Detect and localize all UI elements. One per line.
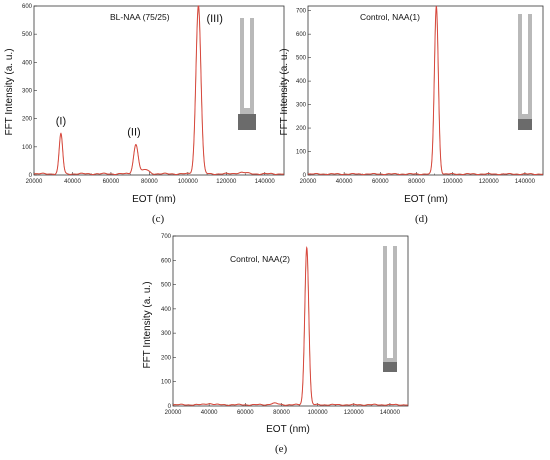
chart-panel-d: (d) Control, NAA(1) EOT (nm) FFT Intensi… [279, 5, 544, 225]
plot-frame [33, 5, 285, 176]
y-tick-label: 0 [303, 173, 307, 179]
x-tick-label: 120000 [344, 410, 365, 416]
x-axis-label: EOT (nm) [132, 194, 176, 205]
x-tick-label: 80000 [141, 179, 158, 185]
y-tick-label: 100 [22, 145, 33, 151]
plot-frame [307, 5, 544, 176]
plot-frame [172, 235, 409, 407]
panel-label: (e) [275, 443, 288, 455]
y-tick-label: 300 [22, 89, 33, 95]
pore-wall [250, 18, 254, 108]
x-tick-label: 40000 [336, 179, 353, 185]
y-tick-label: 200 [22, 117, 33, 123]
series-line [33, 5, 285, 176]
y-tick-label: 500 [22, 32, 33, 38]
y-tick-label: 500 [296, 56, 307, 62]
peak-label: (III) [206, 13, 223, 25]
y-tick-label: 0 [168, 404, 172, 410]
x-tick-label: 80000 [273, 410, 290, 416]
x-axis-label: EOT (nm) [266, 424, 310, 435]
y-axis-label: FFT Intensity (a. u.) [4, 48, 15, 135]
x-tick-label: 140000 [380, 410, 401, 416]
panel-label: (c) [152, 213, 165, 225]
series-trace-line [33, 6, 285, 175]
y-axis-label: FFT Intensity (a. u.) [142, 281, 153, 368]
x-tick-label: 80000 [408, 179, 425, 185]
x-tick-label: 100000 [178, 179, 199, 185]
y-tick-label: 400 [161, 307, 172, 313]
nanopore-icon [518, 14, 532, 130]
series-line [307, 5, 544, 176]
pore-wall [393, 246, 397, 358]
chart-annotation: BL-NAA (75/25) [110, 12, 170, 22]
pore-wall [240, 108, 254, 114]
nanopore-icon [383, 246, 397, 372]
peak-label: (II) [127, 126, 140, 138]
y-tick-label: 400 [22, 60, 33, 66]
x-tick-label: 100000 [443, 179, 464, 185]
x-tick-label: 140000 [515, 179, 536, 185]
y-tick-label: 600 [22, 4, 33, 10]
pore-wall [528, 14, 532, 114]
pore-wall [240, 18, 244, 108]
x-tick-label: 40000 [64, 179, 81, 185]
y-tick-label: 100 [161, 380, 172, 386]
x-tick-label: 60000 [237, 410, 254, 416]
x-tick-label: 20000 [165, 410, 182, 416]
y-tick-label: 200 [161, 355, 172, 361]
y-tick-label: 600 [161, 258, 172, 264]
series-trace-line [172, 248, 409, 406]
x-axis-label: EOT (nm) [404, 194, 448, 205]
chart-annotation: Control, NAA(2) [230, 254, 290, 264]
pore-wall [518, 14, 522, 114]
y-tick-label: 100 [296, 150, 307, 156]
pore-barrier [518, 119, 532, 130]
chart-panel-e: (e) Control, NAA(2) EOT (nm) FFT Intensi… [142, 234, 409, 455]
peak-label: (I) [56, 116, 66, 128]
nanopore-icon [238, 18, 256, 130]
y-tick-label: 300 [161, 331, 172, 337]
series-trace-line [307, 8, 544, 175]
y-tick-label: 400 [296, 79, 307, 85]
x-tick-label: 20000 [300, 179, 317, 185]
y-tick-label: 300 [296, 103, 307, 109]
x-tick-label: 20000 [26, 179, 43, 185]
x-tick-label: 100000 [308, 410, 329, 416]
y-tick-label: 200 [296, 126, 307, 132]
pore-wall [518, 114, 532, 119]
pore-barrier [383, 362, 397, 372]
panel-label: (d) [415, 213, 428, 225]
y-tick-label: 600 [296, 32, 307, 38]
x-tick-label: 120000 [479, 179, 500, 185]
pore-barrier [238, 114, 256, 130]
chart-panel-c: (c) BL-NAA (75/25) EOT (nm) FFT Intensit… [4, 4, 285, 225]
y-axis-label: FFT Intensity (a. u.) [279, 48, 290, 135]
series-line [172, 245, 409, 406]
x-tick-label: 60000 [103, 179, 120, 185]
x-tick-label: 140000 [255, 179, 276, 185]
y-tick-label: 700 [296, 9, 307, 15]
x-tick-label: 40000 [201, 410, 218, 416]
x-tick-label: 120000 [216, 179, 237, 185]
chart-annotation: Control, NAA(1) [360, 12, 420, 22]
pore-wall [383, 358, 397, 362]
y-tick-label: 500 [161, 283, 172, 289]
y-tick-label: 0 [29, 173, 33, 179]
y-tick-label: 700 [161, 234, 172, 240]
pore-wall [383, 246, 387, 358]
x-tick-label: 60000 [372, 179, 389, 185]
